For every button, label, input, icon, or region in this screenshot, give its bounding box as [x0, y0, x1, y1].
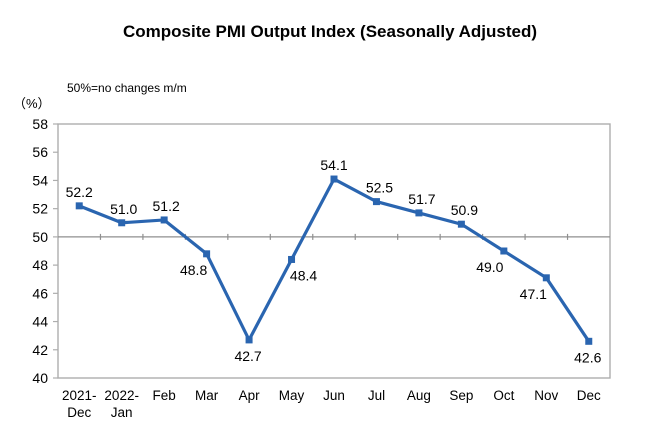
data-point-marker [203, 250, 211, 258]
data-point-label: 42.7 [234, 348, 261, 364]
x-axis-category-label: 2022- [104, 388, 139, 403]
data-point-label: 48.4 [290, 267, 317, 283]
data-point-label: 47.1 [520, 286, 547, 302]
data-point-marker [330, 175, 338, 183]
x-axis-category-label: 2021- [62, 388, 97, 403]
data-point-label: 42.6 [574, 349, 601, 365]
x-axis-category-label: Feb [153, 388, 176, 403]
data-point-label: 52.2 [66, 184, 93, 200]
data-point-label: 54.1 [320, 157, 347, 173]
y-axis-tick-label: 50 [32, 229, 48, 245]
data-point-marker [75, 202, 83, 210]
x-axis-category-label: Dec [67, 405, 91, 420]
x-axis-category-label: Nov [534, 388, 558, 403]
data-point-label: 48.8 [180, 262, 207, 278]
x-axis-category-label: Jan [111, 405, 133, 420]
data-point-label: 52.5 [366, 180, 393, 196]
x-axis-category-label: Jun [323, 388, 345, 403]
chart-title: Composite PMI Output Index (Seasonally A… [122, 22, 538, 41]
data-point-marker [542, 274, 550, 282]
data-point-marker [585, 337, 593, 345]
y-axis-unit-label: （%） [13, 96, 51, 111]
data-point-marker [118, 219, 126, 227]
data-point-label: 50.9 [451, 202, 478, 218]
data-point-label: 51.7 [408, 191, 435, 207]
data-point-marker [160, 216, 168, 224]
data-point-label: 49.0 [476, 259, 503, 275]
data-point-marker [288, 255, 296, 263]
y-axis-tick-label: 48 [32, 257, 48, 273]
y-axis-tick-label: 44 [32, 314, 48, 330]
x-axis-category-label: Oct [493, 388, 514, 403]
data-point-marker [372, 198, 380, 206]
y-axis-tick-label: 52 [32, 201, 48, 217]
data-point-marker [245, 336, 253, 344]
x-axis-category-label: Dec [577, 388, 601, 403]
y-axis-tick-label: 58 [32, 116, 48, 132]
y-axis-tick-label: 54 [32, 172, 48, 188]
y-axis-tick-label: 46 [32, 285, 48, 301]
x-axis-category-label: Aug [407, 388, 431, 403]
data-point-marker [457, 220, 465, 228]
y-axis-tick-label: 40 [32, 370, 48, 386]
data-point-marker [500, 247, 508, 255]
plot-area-border [57, 123, 611, 379]
y-axis-tick-label: 56 [32, 144, 48, 160]
chart-subtitle: 50%=no changes m/m [67, 81, 187, 95]
data-point-label: 51.2 [153, 198, 180, 214]
x-axis-category-label: May [279, 388, 305, 403]
data-point-label: 51.0 [110, 201, 137, 217]
y-axis-tick-label: 42 [32, 342, 48, 358]
x-axis-category-label: Jul [368, 388, 385, 403]
x-axis-category-label: Sep [449, 388, 473, 403]
x-axis-category-label: Apr [239, 388, 261, 403]
x-axis-category-label: Mar [195, 388, 219, 403]
data-point-marker [415, 209, 423, 217]
